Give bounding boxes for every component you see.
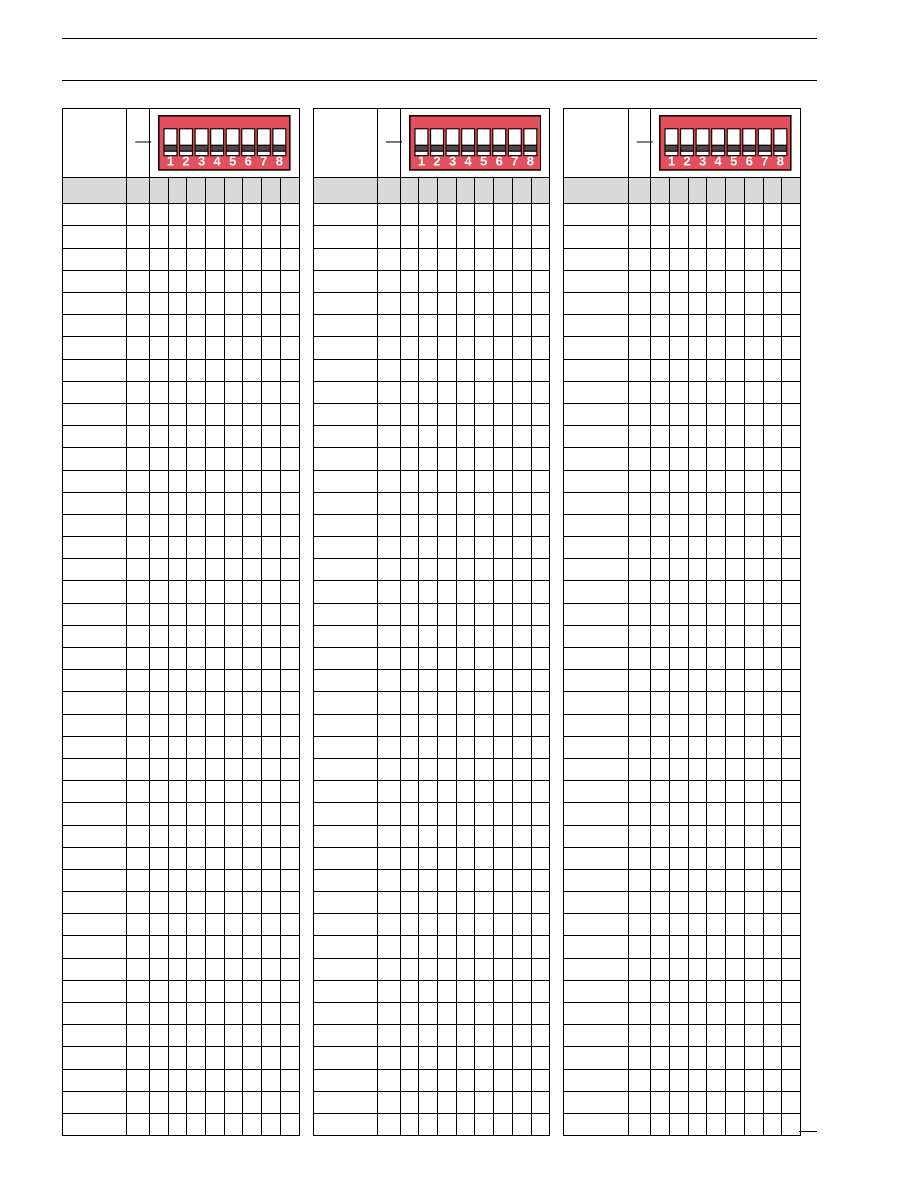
svg-text:7: 7 bbox=[511, 154, 518, 169]
svg-text:6: 6 bbox=[495, 154, 502, 169]
svg-text:3: 3 bbox=[198, 154, 205, 169]
svg-text:8: 8 bbox=[777, 154, 784, 169]
svg-text:1: 1 bbox=[418, 154, 425, 169]
svg-text:8: 8 bbox=[526, 154, 533, 169]
svg-text:6: 6 bbox=[245, 154, 252, 169]
svg-text:1: 1 bbox=[668, 154, 675, 169]
svg-text:2: 2 bbox=[433, 154, 440, 169]
svg-text:7: 7 bbox=[762, 154, 769, 169]
svg-text:5: 5 bbox=[731, 154, 738, 169]
svg-text:5: 5 bbox=[480, 154, 487, 169]
svg-text:5: 5 bbox=[229, 154, 236, 169]
svg-text:4: 4 bbox=[464, 154, 472, 169]
svg-text:3: 3 bbox=[449, 154, 456, 169]
svg-text:1: 1 bbox=[167, 154, 174, 169]
svg-text:3: 3 bbox=[699, 154, 706, 169]
svg-text:4: 4 bbox=[715, 154, 723, 169]
svg-text:4: 4 bbox=[214, 154, 222, 169]
svg-text:6: 6 bbox=[746, 154, 753, 169]
svg-text:8: 8 bbox=[276, 154, 283, 169]
svg-text:2: 2 bbox=[684, 154, 691, 169]
svg-text:7: 7 bbox=[260, 154, 267, 169]
svg-text:2: 2 bbox=[182, 154, 189, 169]
